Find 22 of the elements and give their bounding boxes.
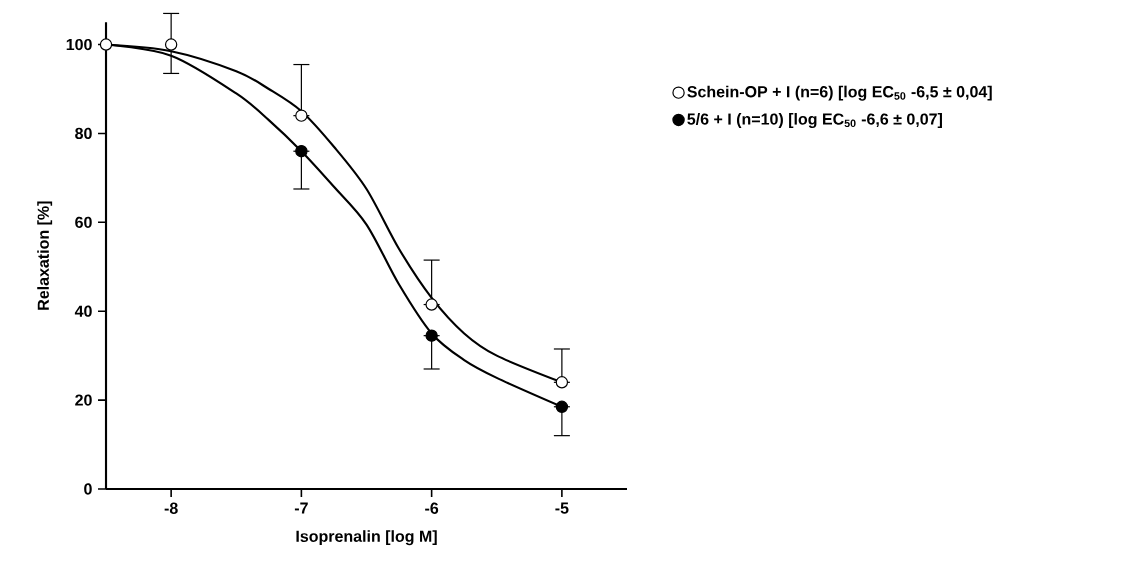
point: [99, 38, 113, 51]
point: [555, 400, 569, 413]
y-tick-label: 0: [84, 483, 92, 495]
point: [295, 109, 308, 122]
point: [425, 298, 438, 311]
y-tick-label: 20: [75, 394, 92, 406]
point: [425, 329, 438, 342]
x-tick-label: -8: [164, 502, 178, 514]
x-tick-label: -6: [425, 502, 439, 514]
y-tick-label: 60: [75, 216, 92, 228]
point: [555, 376, 569, 389]
x-tick-label: -5: [555, 502, 569, 514]
y-tick-label: 80: [75, 127, 92, 140]
y-tick-label: 40: [74, 305, 92, 317]
x-axis-title: Isoprenalin [log M]: [296, 530, 437, 546]
y-tick-label: 100: [66, 38, 92, 51]
legend-label: 5/6 + I (n=10) [log EC$_{50}$ -6,6 ± 0,07]: [687, 113, 942, 128]
x-tick-label: -7: [294, 502, 308, 514]
point: [164, 38, 178, 51]
legend-label: Schein-OP + I (n=6) [log EC$_{50}$ -6,5 ± 0,04]: [687, 85, 992, 101]
point: [295, 145, 308, 158]
y-axis-title: Relaxation [%]: [37, 201, 53, 310]
